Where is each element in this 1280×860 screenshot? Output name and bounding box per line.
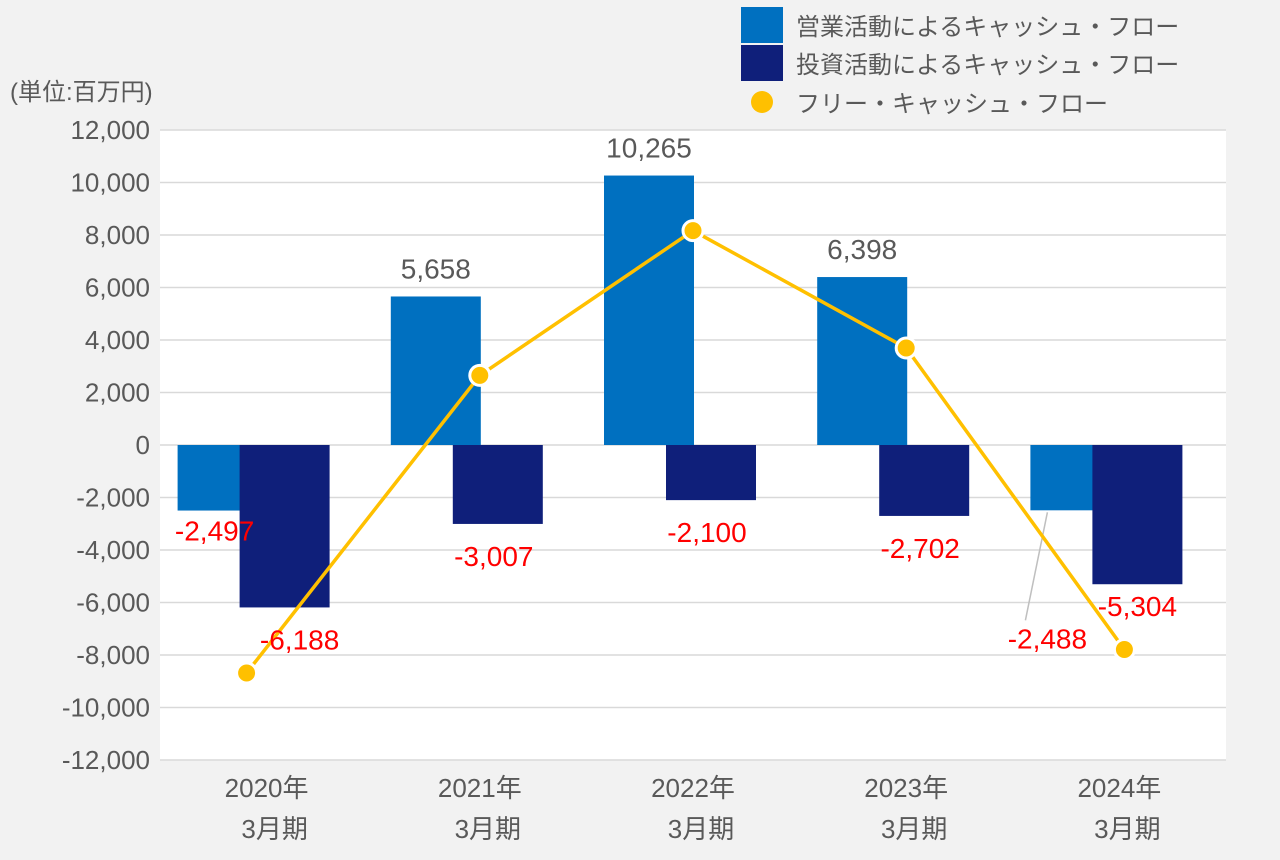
- y-tick-label: -2,000: [76, 483, 150, 513]
- leader-lines: [1024, 512, 1049, 621]
- operating-cf-bar: [817, 277, 908, 445]
- legend-label: フリー・キャッシュ・フロー: [796, 91, 1108, 118]
- free-cash-flow-point: [468, 363, 492, 387]
- y-tick-label: -8,000: [76, 640, 150, 670]
- free-cash-flow-point: [681, 219, 705, 243]
- legend-swatch-operating: [741, 7, 783, 43]
- operating-cf-label: 6,398: [827, 234, 897, 265]
- data-labels: -2,497 -6,188 5,658 -3,007 10,265 -2,100 6,398…: [175, 133, 1177, 656]
- y-tick-label: 6,000: [85, 273, 150, 303]
- operating-cf-label: -2,488: [1008, 623, 1087, 654]
- operating-cf-label: 10,265: [606, 133, 692, 164]
- legend-label: 投資活動によるキャッシュ・フロー: [796, 52, 1179, 79]
- y-tick-label: 8,000: [85, 220, 150, 250]
- operating-cf-label: -2,497: [175, 516, 254, 547]
- investing-cf-label: -6,188: [260, 624, 339, 655]
- investing-cf-label: -3,007: [454, 541, 533, 572]
- bars: [177, 175, 1183, 608]
- legend-swatch-free-cash-flow: [751, 91, 773, 113]
- x-tick-label: 2022年: [651, 773, 735, 803]
- x-tick-label: 3月期: [668, 814, 734, 844]
- investing-cf-label: -2,100: [667, 517, 746, 548]
- investing-cf-label: -2,702: [880, 533, 959, 564]
- y-tick-label: 12,000: [70, 115, 150, 145]
- investing-cf-bar: [1092, 445, 1183, 585]
- y-tick-label: 10,000: [70, 168, 150, 198]
- x-tick-label: 2024年: [1077, 773, 1161, 803]
- investing-cf-label: -5,304: [1098, 591, 1177, 622]
- investing-cf-bar: [666, 445, 756, 501]
- x-tick-label: 2020年: [225, 773, 309, 803]
- legend-label: 営業活動によるキャッシュ・フロー: [796, 14, 1179, 41]
- free-cash-flow-point: [894, 336, 918, 360]
- free-cash-flow-line: [235, 219, 1136, 685]
- y-axis-ticks: 12,000 10,000 8,000 6,000 4,000 2,000 0 -2,000 -…: [62, 115, 150, 775]
- investing-cf-bar: [239, 445, 330, 608]
- free-cash-flow-point: [1112, 638, 1136, 662]
- x-tick-label: 3月期: [1094, 814, 1160, 844]
- x-tick-label: 3月期: [241, 814, 307, 844]
- legend-swatch-investing: [741, 45, 783, 81]
- x-axis-ticks: 2020年 3月期 2021年 3月期 2022年 3月期 2023年 3月期 2024年 3月期: [225, 773, 1162, 844]
- y-tick-label: 0: [136, 430, 150, 460]
- y-tick-label: 2,000: [85, 378, 150, 408]
- y-tick-label: -12,000: [62, 745, 150, 775]
- free-cash-flow-point: [235, 661, 259, 685]
- y-tick-label: -6,000: [76, 588, 150, 618]
- investing-cf-bar: [879, 445, 970, 516]
- operating-cf-bar: [390, 296, 481, 445]
- x-tick-label: 2023年: [864, 773, 948, 803]
- legend: 営業活動によるキャッシュ・フロー投資活動によるキャッシュ・フローフリー・キャッシ…: [741, 7, 1179, 118]
- y-tick-label: 4,000: [85, 325, 150, 355]
- operating-cf-label: 5,658: [401, 253, 471, 284]
- x-tick-label: 2021年: [438, 773, 522, 803]
- x-tick-label: 3月期: [455, 814, 521, 844]
- investing-cf-bar: [452, 445, 543, 524]
- x-tick-label: 3月期: [881, 814, 947, 844]
- operating-cf-leader-line: [1024, 512, 1049, 621]
- unit-label: (単位:百万円): [10, 79, 153, 106]
- y-tick-label: -10,000: [62, 693, 150, 723]
- operating-cf-bar: [604, 175, 694, 445]
- y-tick-label: -4,000: [76, 535, 150, 565]
